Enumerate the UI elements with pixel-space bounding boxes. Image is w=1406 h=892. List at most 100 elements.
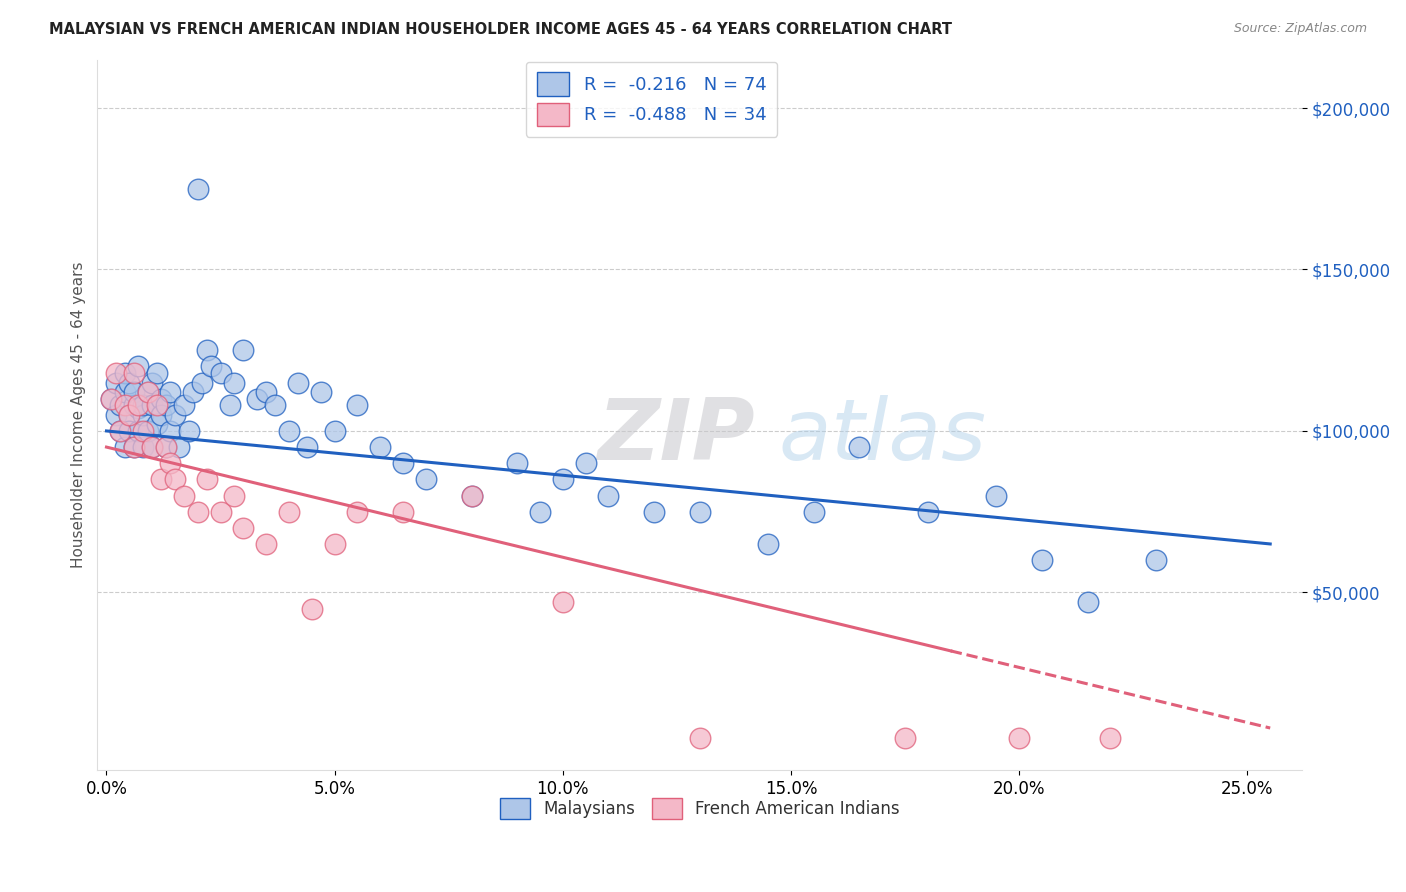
Point — [118, 408, 141, 422]
Point — [145, 366, 167, 380]
Point — [392, 456, 415, 470]
Point — [104, 376, 127, 390]
Point — [108, 424, 131, 438]
Point — [803, 505, 825, 519]
Point — [529, 505, 551, 519]
Point — [127, 359, 149, 374]
Point — [689, 731, 711, 745]
Point — [917, 505, 939, 519]
Point — [187, 505, 209, 519]
Point — [218, 398, 240, 412]
Point — [122, 440, 145, 454]
Point — [114, 366, 136, 380]
Point — [200, 359, 222, 374]
Point — [224, 376, 246, 390]
Point — [323, 537, 346, 551]
Point — [173, 398, 195, 412]
Point — [150, 408, 173, 422]
Point — [150, 392, 173, 406]
Point — [894, 731, 917, 745]
Point — [323, 424, 346, 438]
Point — [346, 505, 368, 519]
Text: atlas: atlas — [778, 394, 986, 477]
Point — [181, 385, 204, 400]
Point — [118, 376, 141, 390]
Point — [287, 376, 309, 390]
Point — [104, 366, 127, 380]
Point — [118, 408, 141, 422]
Point — [155, 398, 177, 412]
Point — [132, 440, 155, 454]
Point — [346, 398, 368, 412]
Text: ZIP: ZIP — [598, 394, 755, 477]
Point — [551, 472, 574, 486]
Point — [132, 408, 155, 422]
Point — [132, 424, 155, 438]
Point — [159, 385, 181, 400]
Point — [1077, 595, 1099, 609]
Point — [264, 398, 287, 412]
Point — [756, 537, 779, 551]
Point — [100, 392, 122, 406]
Point — [254, 537, 277, 551]
Legend: Malaysians, French American Indians: Malaysians, French American Indians — [494, 791, 907, 826]
Point — [1031, 553, 1053, 567]
Point — [195, 343, 218, 358]
Point — [460, 489, 482, 503]
Point — [127, 401, 149, 416]
Point — [155, 440, 177, 454]
Point — [278, 424, 301, 438]
Point — [1008, 731, 1031, 745]
Point — [127, 424, 149, 438]
Point — [141, 440, 163, 454]
Point — [506, 456, 529, 470]
Point — [122, 398, 145, 412]
Point — [100, 392, 122, 406]
Point — [155, 440, 177, 454]
Point — [209, 366, 232, 380]
Point — [254, 385, 277, 400]
Point — [187, 182, 209, 196]
Point — [309, 385, 332, 400]
Point — [122, 366, 145, 380]
Point — [104, 408, 127, 422]
Point — [689, 505, 711, 519]
Point — [114, 385, 136, 400]
Point — [392, 505, 415, 519]
Point — [643, 505, 665, 519]
Point — [127, 398, 149, 412]
Point — [136, 385, 159, 400]
Point — [1099, 731, 1122, 745]
Point — [415, 472, 437, 486]
Point — [145, 417, 167, 432]
Point — [551, 595, 574, 609]
Point — [114, 440, 136, 454]
Point — [232, 521, 254, 535]
Point — [169, 440, 191, 454]
Point — [163, 472, 186, 486]
Point — [122, 385, 145, 400]
Point — [224, 489, 246, 503]
Point — [108, 424, 131, 438]
Text: Source: ZipAtlas.com: Source: ZipAtlas.com — [1233, 22, 1367, 36]
Point — [575, 456, 598, 470]
Point — [132, 398, 155, 412]
Point — [278, 505, 301, 519]
Point — [246, 392, 269, 406]
Point — [191, 376, 214, 390]
Y-axis label: Householder Income Ages 45 - 64 years: Householder Income Ages 45 - 64 years — [72, 261, 86, 568]
Point — [145, 398, 167, 412]
Point — [114, 398, 136, 412]
Point — [159, 424, 181, 438]
Point — [118, 424, 141, 438]
Point — [986, 489, 1008, 503]
Point — [173, 489, 195, 503]
Point — [108, 398, 131, 412]
Point — [232, 343, 254, 358]
Point — [141, 398, 163, 412]
Point — [136, 385, 159, 400]
Point — [848, 440, 870, 454]
Point — [163, 408, 186, 422]
Point — [150, 472, 173, 486]
Point — [209, 505, 232, 519]
